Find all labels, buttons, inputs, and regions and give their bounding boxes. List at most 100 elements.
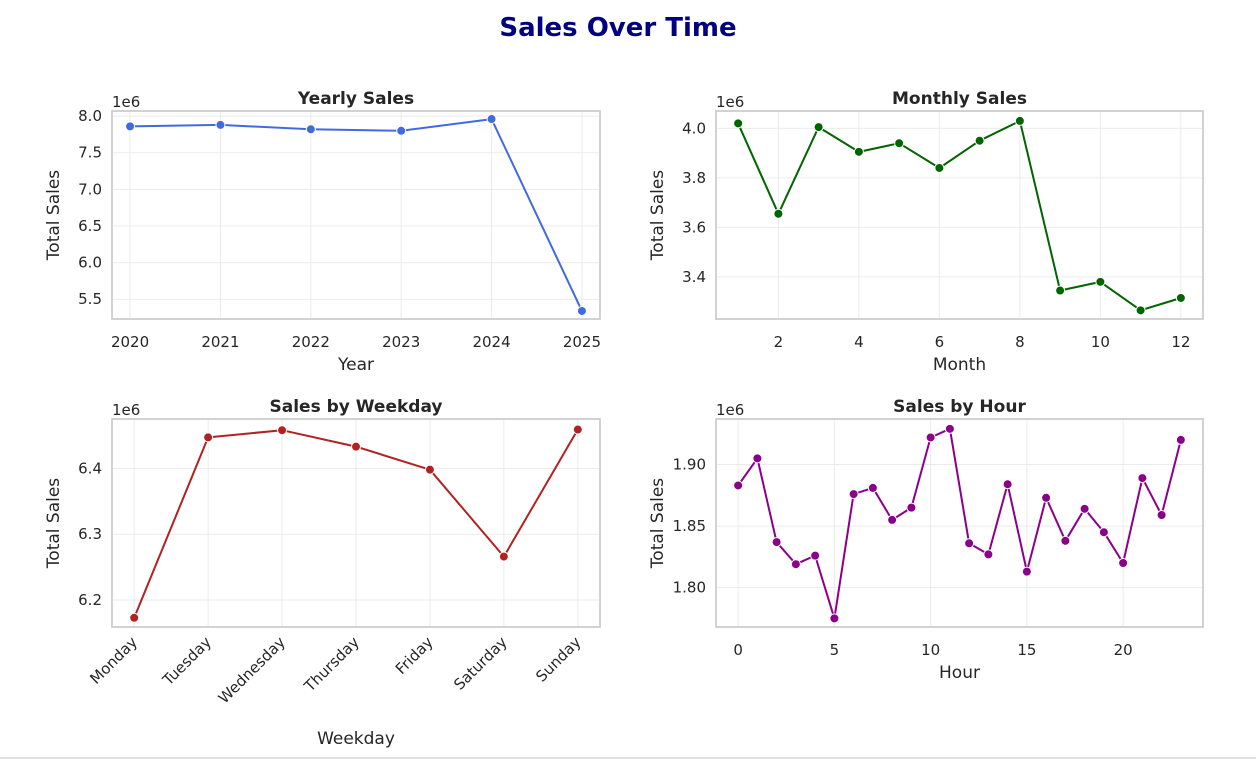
y-tick-label: 3.8 xyxy=(682,169,706,187)
data-point xyxy=(203,432,214,443)
data-point xyxy=(813,122,824,133)
x-axis-label: Hour xyxy=(939,663,980,683)
x-tick-label: 2 xyxy=(774,333,784,351)
bottom-border xyxy=(0,757,1256,759)
y-tick-label: 3.4 xyxy=(682,268,706,286)
x-tick-label: 4 xyxy=(854,333,864,351)
y-axis-label: Total Sales xyxy=(44,478,64,569)
x-axis-label: Year xyxy=(337,355,374,375)
data-point xyxy=(1002,479,1013,490)
data-point xyxy=(848,489,859,500)
subplot-4: Sales by Hour 1e6 1.80 1.85 1.90 0 5 10 15 20 Hour… xyxy=(648,397,1204,683)
data-point xyxy=(983,549,994,560)
data-point xyxy=(125,121,136,132)
data-point xyxy=(1095,276,1106,287)
subplot-title: Yearly Sales xyxy=(297,89,414,109)
data-point xyxy=(1055,285,1066,296)
data-point xyxy=(576,305,587,316)
x-tick-label: 15 xyxy=(1017,641,1036,659)
x-tick-label: Wednesday xyxy=(215,633,289,707)
x-tick-label: Sunday xyxy=(532,633,585,686)
data-point xyxy=(1135,305,1146,316)
data-point xyxy=(424,464,435,475)
subplot-1: Yearly Sales 1e6 5.5 6.0 6.5 7.0 7.5 8.0 2020 202… xyxy=(44,89,601,375)
subplot-title: Sales by Weekday xyxy=(270,397,443,417)
y-tick-label: 6.2 xyxy=(78,591,102,609)
x-tick-label: Saturday xyxy=(450,633,511,694)
plot-border xyxy=(111,418,601,628)
data-point xyxy=(733,118,744,129)
data-point xyxy=(1156,510,1167,520)
plot-area xyxy=(111,110,601,320)
data-point xyxy=(790,559,801,570)
data-point xyxy=(934,162,945,173)
x-tick-label: Tuesday xyxy=(158,633,215,690)
x-tick-label: 20 xyxy=(1114,641,1133,659)
plot-border xyxy=(111,110,601,320)
data-point xyxy=(1175,434,1186,445)
y-tick-label: 1.90 xyxy=(673,456,706,474)
x-tick-label: 2020 xyxy=(111,333,149,351)
data-point xyxy=(771,537,782,548)
x-tick-label: 8 xyxy=(1015,333,1025,351)
y-tick-label: 6.5 xyxy=(78,217,102,235)
x-axis-label: Month xyxy=(933,355,986,375)
x-tick-label: 0 xyxy=(733,641,743,659)
data-point xyxy=(1079,503,1090,514)
data-point xyxy=(894,138,905,149)
plot-border xyxy=(715,418,1204,628)
x-tick-label: 2023 xyxy=(382,333,420,351)
plot-area xyxy=(715,110,1204,320)
y-tick-label: 6.3 xyxy=(78,525,102,543)
y-tick-label: 6.4 xyxy=(78,459,102,477)
series-line xyxy=(130,118,583,312)
x-tick-label: Thursday xyxy=(300,633,363,696)
y-tick-label: 7.5 xyxy=(78,144,102,162)
y-axis-label: Total Sales xyxy=(44,170,64,261)
data-point xyxy=(1021,566,1032,577)
data-point xyxy=(396,125,407,136)
y-tick-label: 1.80 xyxy=(673,579,706,597)
data-point xyxy=(964,538,975,549)
data-point xyxy=(1060,535,1071,546)
plot-border xyxy=(715,110,1204,320)
y-tick-label: 6.0 xyxy=(78,254,102,272)
axis-offset-label: 1e6 xyxy=(112,401,140,419)
x-tick-label: 6 xyxy=(935,333,945,351)
data-point xyxy=(572,424,583,435)
x-tick-label: 2024 xyxy=(472,333,510,351)
data-point xyxy=(1137,473,1148,484)
data-point xyxy=(829,613,840,624)
y-tick-label: 3.6 xyxy=(682,218,706,236)
y-tick-label: 5.5 xyxy=(78,290,102,308)
x-tick-label: 2025 xyxy=(563,333,601,351)
data-point xyxy=(853,146,864,157)
series-line xyxy=(737,119,1182,312)
data-point xyxy=(1014,115,1025,126)
data-point xyxy=(1175,292,1186,303)
y-tick-label: 7.0 xyxy=(78,180,102,198)
y-tick-label: 1.85 xyxy=(673,517,706,535)
data-point xyxy=(486,114,497,125)
data-point xyxy=(351,441,361,452)
data-point xyxy=(1041,492,1052,503)
x-tick-label: 5 xyxy=(830,641,840,659)
figure-title: Sales Over Time xyxy=(499,13,736,43)
data-point xyxy=(773,208,784,219)
y-axis-label: Total Sales xyxy=(648,478,668,569)
data-point xyxy=(1098,527,1109,538)
x-tick-label: 10 xyxy=(921,641,940,659)
data-point xyxy=(733,480,744,491)
x-tick-label: Monday xyxy=(86,633,141,688)
data-point xyxy=(277,425,288,436)
data-point xyxy=(887,514,898,525)
x-tick-label: 2022 xyxy=(292,333,330,351)
x-axis-label: Weekday xyxy=(317,729,395,749)
subplot-3: Sales by Weekday 1e6 6.2 6.3 6.4 Monday Tuesda… xyxy=(44,397,601,749)
x-tick-label: Friday xyxy=(392,633,437,678)
data-point xyxy=(906,502,917,513)
data-point xyxy=(867,482,878,493)
axis-offset-label: 1e6 xyxy=(716,93,744,111)
data-point xyxy=(305,124,316,135)
